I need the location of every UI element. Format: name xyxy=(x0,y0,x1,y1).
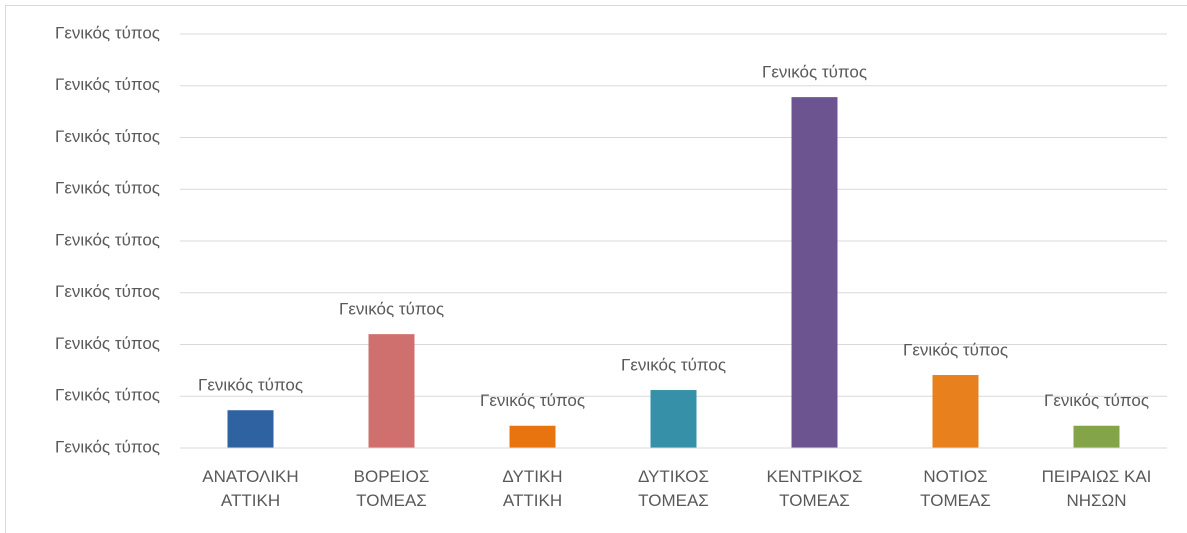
bar xyxy=(650,390,697,448)
y-tick-label: Γενικός τύπος xyxy=(55,437,160,456)
y-tick-label: Γενικός τύπος xyxy=(55,386,160,405)
data-label: Γενικός τύπος xyxy=(621,356,726,375)
x-tick-label: ΒΟΡΕΙΟΣ ΤΟΜΕΑΣ xyxy=(353,467,430,510)
y-tick-label: Γενικός τύπος xyxy=(55,23,160,42)
data-label: Γενικός τύπος xyxy=(762,63,867,82)
bar xyxy=(368,334,415,448)
data-label: Γενικός τύπος xyxy=(480,391,585,410)
chart-border xyxy=(5,5,1187,533)
bar xyxy=(227,410,274,448)
y-tick-label: Γενικός τύπος xyxy=(55,282,160,301)
bar xyxy=(1073,425,1120,448)
y-tick-label: Γενικός τύπος xyxy=(55,230,160,249)
data-label: Γενικός τύπος xyxy=(1044,391,1149,410)
x-tick-label: ΚΕΝΤΡΙΚΟΣ ΤΟΜΕΑΣ xyxy=(766,467,863,510)
data-label: Γενικός τύπος xyxy=(903,341,1008,360)
y-tick-label: Γενικός τύπος xyxy=(55,334,160,353)
bar xyxy=(932,375,979,448)
x-tick-label: ΔΥΤΙΚΟΣ ΤΟΜΕΑΣ xyxy=(637,467,710,510)
x-tick-label: ΔΥΤΙΚΗ ΑΤΤΙΚΗ xyxy=(502,467,563,510)
x-tick-label: ΠΕΙΡΑΙΩΣ ΚΑΙ ΝΗΣΩΝ xyxy=(1041,467,1152,510)
x-tick-label: ΑΝΑΤΟΛΙΚΗ ΑΤΤΙΚΗ xyxy=(202,467,299,510)
y-tick-label: Γενικός τύπος xyxy=(55,179,160,198)
bar xyxy=(791,97,838,448)
bar xyxy=(509,425,556,448)
y-tick-label: Γενικός τύπος xyxy=(55,75,160,94)
data-label: Γενικός τύπος xyxy=(198,376,303,395)
y-tick-label: Γενικός τύπος xyxy=(55,127,160,146)
x-tick-label: ΝΟΤΙΟΣ ΤΟΜΕΑΣ xyxy=(920,467,991,510)
data-label: Γενικός τύπος xyxy=(339,300,444,319)
